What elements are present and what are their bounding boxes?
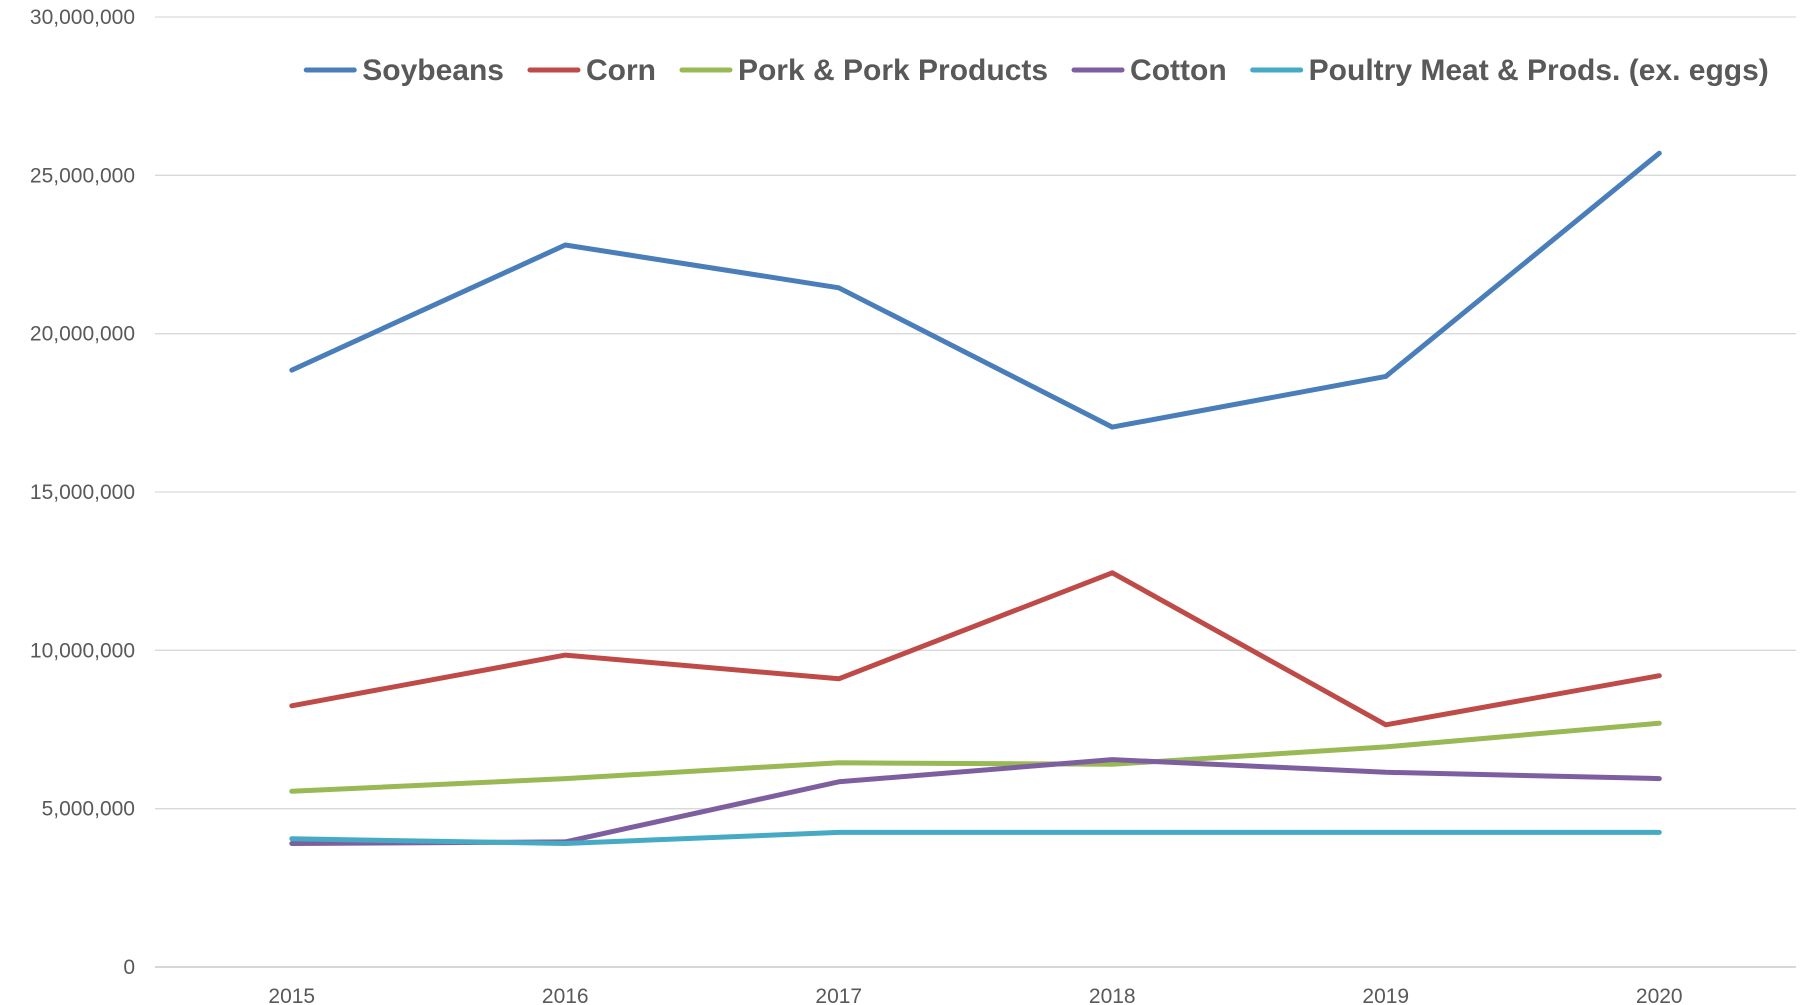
y-tick-label: 30,000,000 [30, 6, 135, 29]
legend-label: Pork & Pork Products [738, 54, 1048, 87]
x-tick-label: 2019 [1362, 985, 1409, 1005]
x-tick-label: 2017 [815, 985, 862, 1005]
legend-label: Cotton [1130, 54, 1227, 87]
series-line-pork-pork-products [289, 720, 1662, 794]
y-tick-label: 5,000,000 [42, 798, 135, 821]
legend-label: Soybeans [362, 54, 504, 87]
legend-label: Corn [586, 54, 656, 87]
y-tick-label: 20,000,000 [30, 323, 135, 346]
y-tick-label: 25,000,000 [30, 164, 135, 187]
legend-item: Soybeans [303, 54, 504, 87]
legend-item: Poultry Meat & Prods. (ex. eggs) [1250, 54, 1769, 87]
legend-label: Poultry Meat & Prods. (ex. eggs) [1309, 54, 1769, 87]
legend-item: Corn [527, 54, 656, 87]
legend: Soybeans Corn Pork & Pork Products Cotton Po… [303, 54, 1769, 87]
gridlines [155, 16, 1796, 968]
legend-item: Pork & Pork Products [679, 54, 1048, 87]
x-tick-label: 2016 [542, 985, 589, 1005]
x-tick-label: 2020 [1636, 985, 1683, 1005]
x-axis-tick-labels: 2015 2016 2017 2018 2019 2020 [268, 985, 1682, 1005]
series-line-soybeans [289, 150, 1662, 430]
y-tick-label: 10,000,000 [30, 639, 135, 662]
x-tick-label: 2015 [268, 985, 315, 1005]
series-line-poultry-meat-prods-ex-eggs [289, 829, 1662, 846]
series-lines [289, 150, 1662, 846]
y-axis-tick-labels: 0 5,000,000 10,000,000 15,000,000 20,000,000… [30, 6, 135, 979]
series-line-corn [289, 570, 1662, 728]
y-tick-label: 15,000,000 [30, 481, 135, 504]
x-tick-label: 2018 [1089, 985, 1136, 1005]
y-tick-label: 0 [123, 956, 135, 979]
legend-item: Cotton [1071, 54, 1227, 87]
